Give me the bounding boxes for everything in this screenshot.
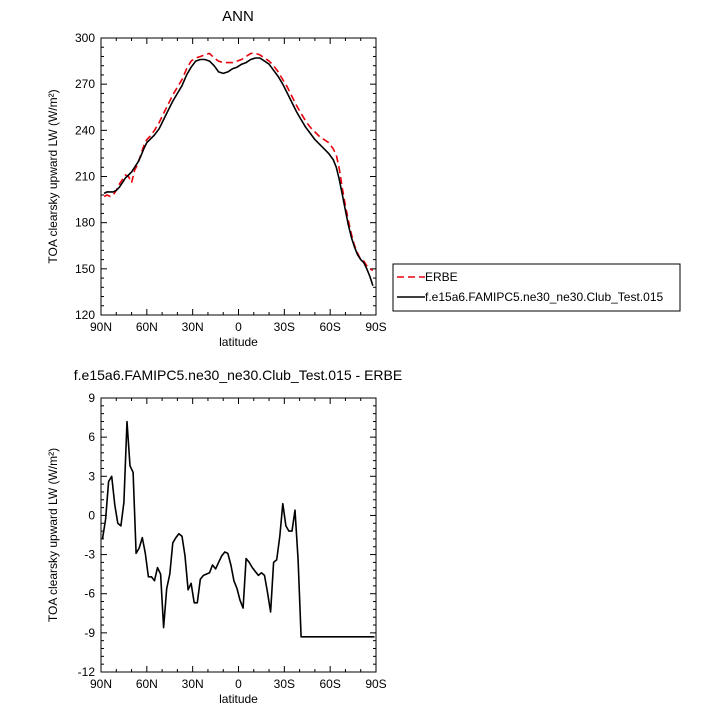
x-tick-label: 60S <box>319 677 340 691</box>
y-tick-label: 120 <box>75 308 95 322</box>
y-tick-label: 240 <box>75 123 95 137</box>
x-tick-label: 60N <box>136 320 158 334</box>
y-tick-label: -9 <box>84 626 95 640</box>
x-axis-label: latitude <box>219 692 258 706</box>
y-tick-label: 150 <box>75 262 95 276</box>
y-tick-label: 180 <box>75 216 95 230</box>
y-tick-label: -6 <box>84 587 95 601</box>
chart-title: ANN <box>222 8 254 25</box>
x-tick-label: 90S <box>365 320 386 334</box>
y-axis-label: TOA clearsky upward LW (W/m²) <box>46 89 60 263</box>
y-tick-label: -3 <box>84 548 95 562</box>
y-tick-label: 270 <box>75 77 95 91</box>
top-panel: ANN 90N 60N 30N 0 30S 60S 90S 120 150 180 210 240 270… <box>46 8 387 349</box>
x-tick-label: 0 <box>235 677 242 691</box>
x-axis-label: latitude <box>219 335 258 349</box>
y-tick-label: 210 <box>75 170 95 184</box>
x-tick-label: 60N <box>136 677 158 691</box>
y-tick-label: 0 <box>88 508 95 522</box>
series-line-1 <box>101 420 375 638</box>
legend-label: f.e15a6.FAMIPC5.ne30_ne30.Club_Test.015 <box>425 290 663 304</box>
x-tick-label: 60S <box>319 320 340 334</box>
x-tick-label: 90N <box>90 320 112 334</box>
bottom-panel: f.e15a6.FAMIPC5.ne30_ne30.Club_Test.015 … <box>46 367 402 706</box>
x-tick-label: 0 <box>235 320 242 334</box>
legend-box <box>392 263 681 312</box>
series-line-2 <box>103 57 374 287</box>
y-tick-label: 6 <box>88 430 95 444</box>
plot-frame <box>100 37 377 316</box>
legend-label: ERBE <box>425 270 458 284</box>
x-tick-label: 30S <box>274 320 295 334</box>
y-tick-label: 9 <box>88 391 95 405</box>
y-axis-label: TOA clearsky upward LW (W/m²) <box>46 448 60 622</box>
chart-title: f.e15a6.FAMIPC5.ne30_ne30.Club_Test.015 … <box>74 367 402 383</box>
x-tick-label: 30N <box>182 677 204 691</box>
legend: ERBE f.e15a6.FAMIPC5.ne30_ne30.Club_Test.… <box>392 263 681 312</box>
x-tick-label: 90S <box>365 677 386 691</box>
x-tick-label: 90N <box>90 677 112 691</box>
y-tick-label: 300 <box>75 31 95 45</box>
x-tick-label: 30N <box>182 320 204 334</box>
y-tick-label: 3 <box>88 469 95 483</box>
series-line-1 <box>103 52 374 272</box>
plot-frame <box>100 397 377 673</box>
x-tick-label: 30S <box>274 677 295 691</box>
y-tick-label: -12 <box>78 665 96 679</box>
